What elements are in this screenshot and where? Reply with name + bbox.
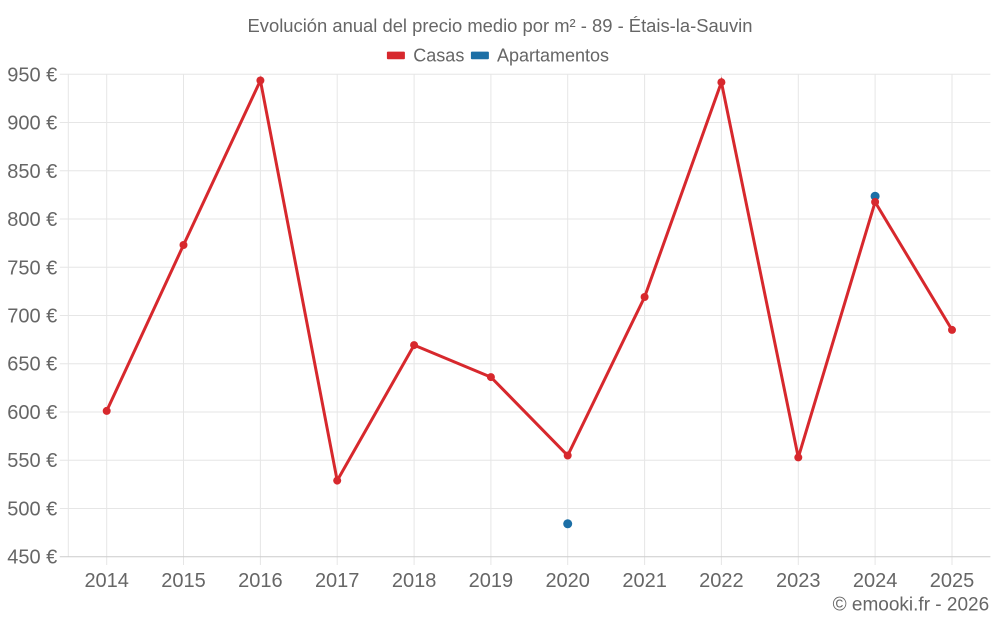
svg-text:2023: 2023 — [776, 570, 821, 592]
svg-text:550 €: 550 € — [7, 450, 57, 472]
svg-text:950 €: 950 € — [7, 64, 57, 86]
svg-text:850 €: 850 € — [7, 161, 57, 183]
svg-text:2014: 2014 — [84, 570, 129, 592]
svg-text:600 €: 600 € — [7, 402, 57, 424]
svg-text:2017: 2017 — [315, 570, 360, 592]
svg-text:2021: 2021 — [622, 570, 667, 592]
svg-text:2016: 2016 — [238, 570, 283, 592]
svg-text:2025: 2025 — [930, 570, 975, 592]
svg-text:2022: 2022 — [699, 570, 744, 592]
svg-text:Evolución anual del precio med: Evolución anual del precio medio por m² … — [248, 15, 753, 36]
svg-text:900 €: 900 € — [7, 113, 57, 135]
svg-text:500 €: 500 € — [7, 499, 57, 521]
svg-text:700 €: 700 € — [7, 306, 57, 328]
svg-text:Casas: Casas — [413, 45, 464, 65]
svg-text:2024: 2024 — [853, 570, 898, 592]
svg-text:© emooki.fr - 2026: © emooki.fr - 2026 — [833, 595, 990, 616]
svg-text:2018: 2018 — [392, 570, 437, 592]
svg-text:450 €: 450 € — [7, 547, 57, 569]
svg-text:2015: 2015 — [161, 570, 206, 592]
svg-text:800 €: 800 € — [7, 209, 57, 231]
svg-text:750 €: 750 € — [7, 257, 57, 279]
svg-text:Apartamentos: Apartamentos — [497, 45, 609, 65]
svg-text:650 €: 650 € — [7, 354, 57, 376]
svg-text:2020: 2020 — [545, 570, 590, 592]
svg-text:2019: 2019 — [469, 570, 514, 592]
